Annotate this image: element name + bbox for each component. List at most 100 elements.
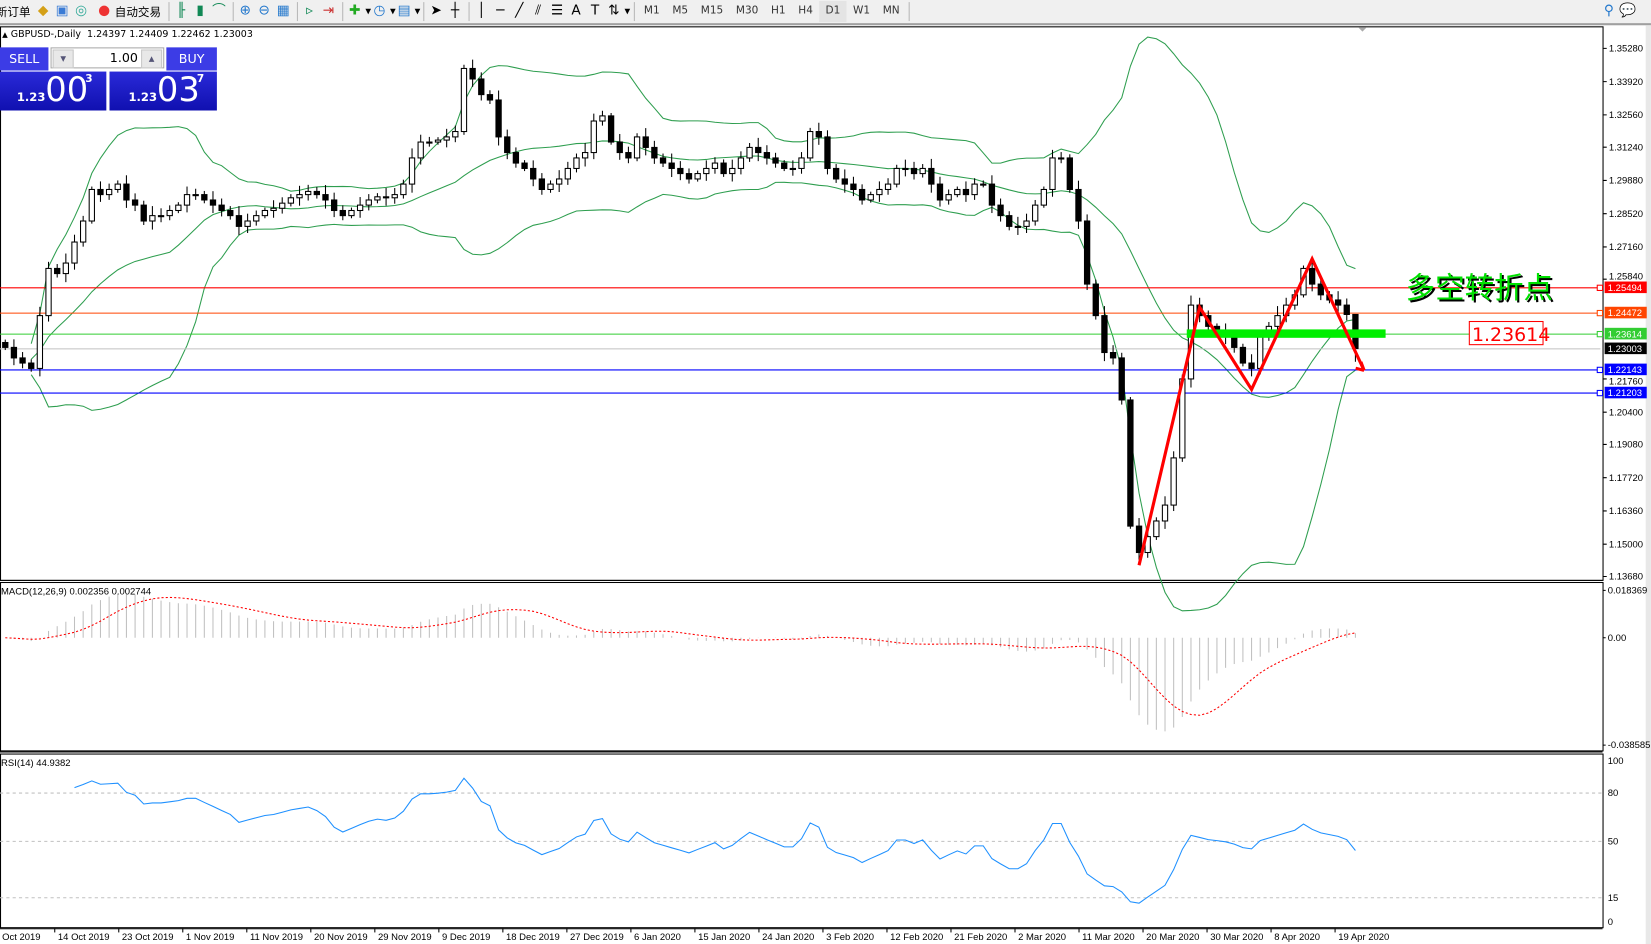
candle [19,357,26,364]
line-handle-icon [1596,309,1604,317]
text-icon[interactable]: A [571,3,581,19]
timeframe-m1[interactable]: M1 [643,5,660,17]
trendline-icon[interactable]: ╱ [515,3,524,19]
zoom-in-icon[interactable]: ⊕ [239,3,252,19]
sell-button[interactable]: SELL [0,47,49,71]
timeframe-m5[interactable]: M5 [672,5,689,17]
date-label: 2 Mar 2020 [1018,932,1066,943]
vertical-line-icon[interactable]: │ [477,3,486,19]
date-label: 15 Jan 2020 [698,932,750,943]
bar-chart-icon[interactable]: ╟ [176,3,186,19]
candle [97,188,104,196]
zoom-out-icon[interactable]: ⊖ [258,3,271,19]
dropdown-icon[interactable]: ▼ [389,7,396,16]
search-icon[interactable]: ⚲ [1603,3,1614,19]
new-order-label: 新订单 [0,5,31,19]
timeframe-m15[interactable]: M15 [700,5,724,17]
arrows-icon[interactable]: ⇅ [608,3,620,19]
history-icon[interactable]: ◆ [37,3,49,19]
candle [1023,220,1030,227]
candle [1153,520,1160,538]
timeframe-h1[interactable]: H1 [771,5,786,17]
candle [408,157,416,185]
candle [564,167,571,180]
candle [902,167,909,171]
chat-icon[interactable]: 💬 [1619,3,1637,19]
signal-icon[interactable]: ◎ [75,3,88,19]
candle [322,194,329,201]
candle [789,167,797,171]
auto-trading-button[interactable]: ● 自动交易 [92,1,166,22]
price-tick-label: 1.27160 [1609,242,1643,253]
crosshair-icon[interactable]: ┼ [450,3,460,19]
auto-trading-icon: ● [98,3,111,19]
candle [668,162,675,169]
timeframe-m30[interactable]: M30 [735,5,759,17]
line-handle-icon [1596,330,1604,338]
date-label: 1 Nov 2019 [186,932,234,943]
chart-area[interactable]: 1.35280 1.33920 1.32560 1.31240 1.29880 1.285… [0,25,1651,944]
autoscroll-icon[interactable]: ▹ [306,3,313,19]
timeframe-h4[interactable]: H4 [798,5,813,17]
candle [980,183,987,186]
macd-tick-label: 0.00 [1608,633,1626,644]
cursor-icon[interactable]: ➤ [430,3,442,19]
candle [382,196,390,199]
candle [599,115,606,122]
line-chart-icon[interactable]: ⌒ [212,3,226,19]
candle [486,94,494,101]
separator [909,2,911,22]
candle [642,136,649,148]
macd-signal-line [5,596,1356,716]
buy-button[interactable]: BUY [166,47,217,71]
candle [1083,220,1091,285]
bollinger-lower [30,181,1356,612]
price-label-bg [1604,363,1647,376]
price-label: 1.21203 [1608,388,1642,399]
horizontal-line-icon[interactable]: ─ [496,3,505,19]
candle [581,152,589,159]
periods-icon[interactable]: ◷ [373,3,386,19]
fibonacci-icon[interactable]: ☰ [551,3,564,19]
dropdown-icon[interactable]: ▼ [624,7,631,16]
candle [348,209,355,217]
candle [469,67,476,80]
date-label: 6 Jan 2020 [634,932,681,943]
timeframe-mn[interactable]: MN [882,5,900,17]
candle [36,315,44,369]
price-tick-label: 1.28520 [1609,209,1643,220]
annotation-title: 多空转折点 [1406,271,1553,305]
lot-size-input[interactable]: ▼ 1.00 ▲ [50,47,165,69]
new-order-button[interactable]: 新订单 [0,1,35,22]
indicators-icon[interactable]: ✚ [349,3,361,19]
ask-price[interactable]: 1.23 03 7 [109,69,217,111]
lot-increase-icon[interactable]: ▲ [141,49,163,69]
candle [694,173,701,180]
macd-tick-label: 0.018369 [1608,586,1648,597]
ask-pips: 03 [156,69,200,110]
date-label: 9 Dec 2019 [442,932,490,943]
timeframe-d1[interactable]: D1 [819,1,847,23]
text-label-icon[interactable]: T [590,3,600,19]
dropdown-icon[interactable]: ▼ [414,7,421,16]
bid-price[interactable]: 1.23 00 3 [0,69,107,111]
candle [746,146,753,159]
candle [1317,283,1324,296]
lot-decrease-icon[interactable]: ▼ [52,49,74,69]
equidistant-channel-icon[interactable]: ⫽ [535,3,542,19]
candlestick-icon[interactable]: ▮ [196,3,204,19]
candle [192,194,199,197]
line-handle-icon [1596,366,1604,374]
collapse-icon[interactable]: ▲ [2,30,8,39]
tile-windows-icon[interactable]: ▦ [276,3,290,19]
terminal-icon[interactable]: ▣ [55,3,69,19]
timeframe-w1[interactable]: W1 [852,5,871,17]
price-tick-label: 1.16360 [1609,506,1643,517]
price-tick-label: 1.21760 [1609,377,1643,388]
candle [253,215,260,222]
dropdown-icon[interactable]: ▼ [365,7,372,16]
candle [62,262,70,275]
chart-shift-icon[interactable]: ⇥ [322,3,335,19]
templates-icon[interactable]: ▤ [397,3,411,19]
candle [313,190,320,196]
